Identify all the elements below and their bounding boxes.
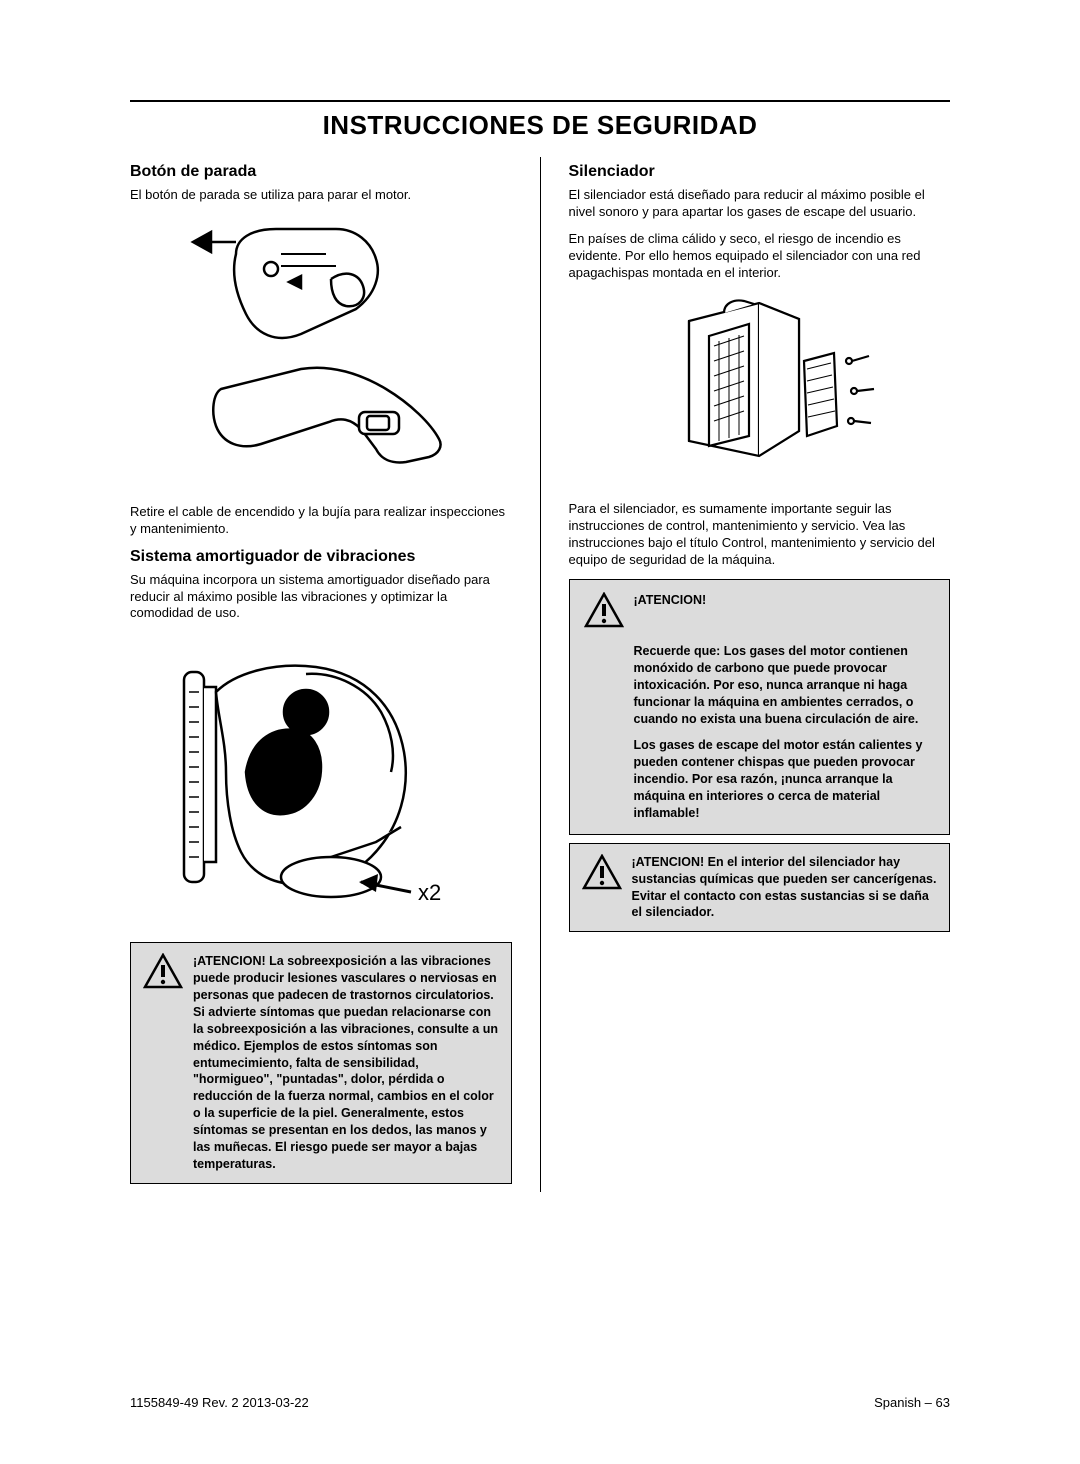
heading-vibration-damper: Sistema amortiguador de vibraciones bbox=[130, 548, 512, 566]
para-stop-1: El botón de parada se utiliza para parar… bbox=[130, 187, 512, 204]
x2-label: x2 bbox=[418, 880, 441, 905]
warning-vibration: ¡ATENCION! La sobreexposición a las vibr… bbox=[130, 942, 512, 1183]
warning-vibration-text: ¡ATENCION! La sobreexposición a las vibr… bbox=[193, 953, 499, 1172]
warning-icon bbox=[582, 854, 622, 895]
page-title: INSTRUCCIONES DE SEGURIDAD bbox=[130, 110, 950, 141]
warning-icon bbox=[584, 592, 624, 633]
para-vibration: Su máquina incorpora un sistema amortigu… bbox=[130, 572, 512, 623]
warning-chemicals: ¡ATENCION! En el interior del silenciado… bbox=[569, 843, 951, 933]
footer-pagenum: Spanish – 63 bbox=[874, 1395, 950, 1410]
para-silencer-2: En países de clima cálido y seco, el rie… bbox=[569, 231, 951, 282]
warning-exhaust-p2: Los gases de escape del motor están cali… bbox=[634, 737, 936, 821]
column-divider bbox=[540, 157, 541, 1192]
footer: 1155849-49 Rev. 2 2013-03-22 Spanish – 6… bbox=[130, 1395, 950, 1410]
warning-exhaust: ¡ATENCION! Recuerde que: Los gases del m… bbox=[569, 579, 951, 835]
top-rule bbox=[130, 100, 950, 102]
warning-exhaust-head: ¡ATENCION! bbox=[634, 592, 707, 609]
figure-silencer bbox=[569, 291, 951, 491]
para-silencer-1: El silenciador está diseñado para reduci… bbox=[569, 187, 951, 221]
para-silencer-3: Para el silenciador, es sumamente import… bbox=[569, 501, 951, 569]
footer-docref: 1155849-49 Rev. 2 2013-03-22 bbox=[130, 1395, 309, 1410]
columns: Botón de parada El botón de parada se ut… bbox=[130, 157, 950, 1192]
right-column: Silenciador El silenciador está diseñado… bbox=[569, 157, 951, 1192]
heading-stop-button: Botón de parada bbox=[130, 163, 512, 181]
figure-stop-button bbox=[130, 214, 512, 494]
para-stop-2: Retire el cable de encendido y la bujía … bbox=[130, 504, 512, 538]
left-column: Botón de parada El botón de parada se ut… bbox=[130, 157, 512, 1192]
warning-exhaust-body: Recuerde que: Los gases del motor contie… bbox=[584, 643, 936, 822]
warning-chemicals-text: ¡ATENCION! En el interior del silenciado… bbox=[632, 854, 938, 922]
warning-icon bbox=[143, 953, 183, 994]
heading-silencer: Silenciador bbox=[569, 163, 951, 181]
warning-exhaust-p1: Recuerde que: Los gases del motor contie… bbox=[634, 643, 936, 727]
figure-vibration-system: x2 bbox=[130, 632, 512, 932]
